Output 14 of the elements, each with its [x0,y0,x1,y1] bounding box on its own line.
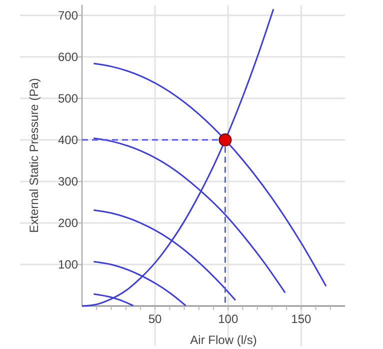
y-tick-label: 600 [58,50,78,64]
line-series [92,209,236,301]
x-tick-label: 150 [291,312,312,326]
y-tick-label: 200 [58,216,78,230]
x-tick-label: 50 [148,312,162,326]
y-tick-label: 300 [58,174,78,188]
y-tick-label: 700 [58,8,78,22]
y-tick-label: 500 [58,91,78,106]
x-tick-label: 100 [218,312,238,326]
y-tick-label: 400 [58,132,78,147]
x-axis-title: Air Flow (l/s) [190,333,257,347]
line-series [92,62,327,287]
y-axis-title: External Static Pressure (Pa) [27,78,41,233]
y-tick-label: 100 [58,257,78,272]
